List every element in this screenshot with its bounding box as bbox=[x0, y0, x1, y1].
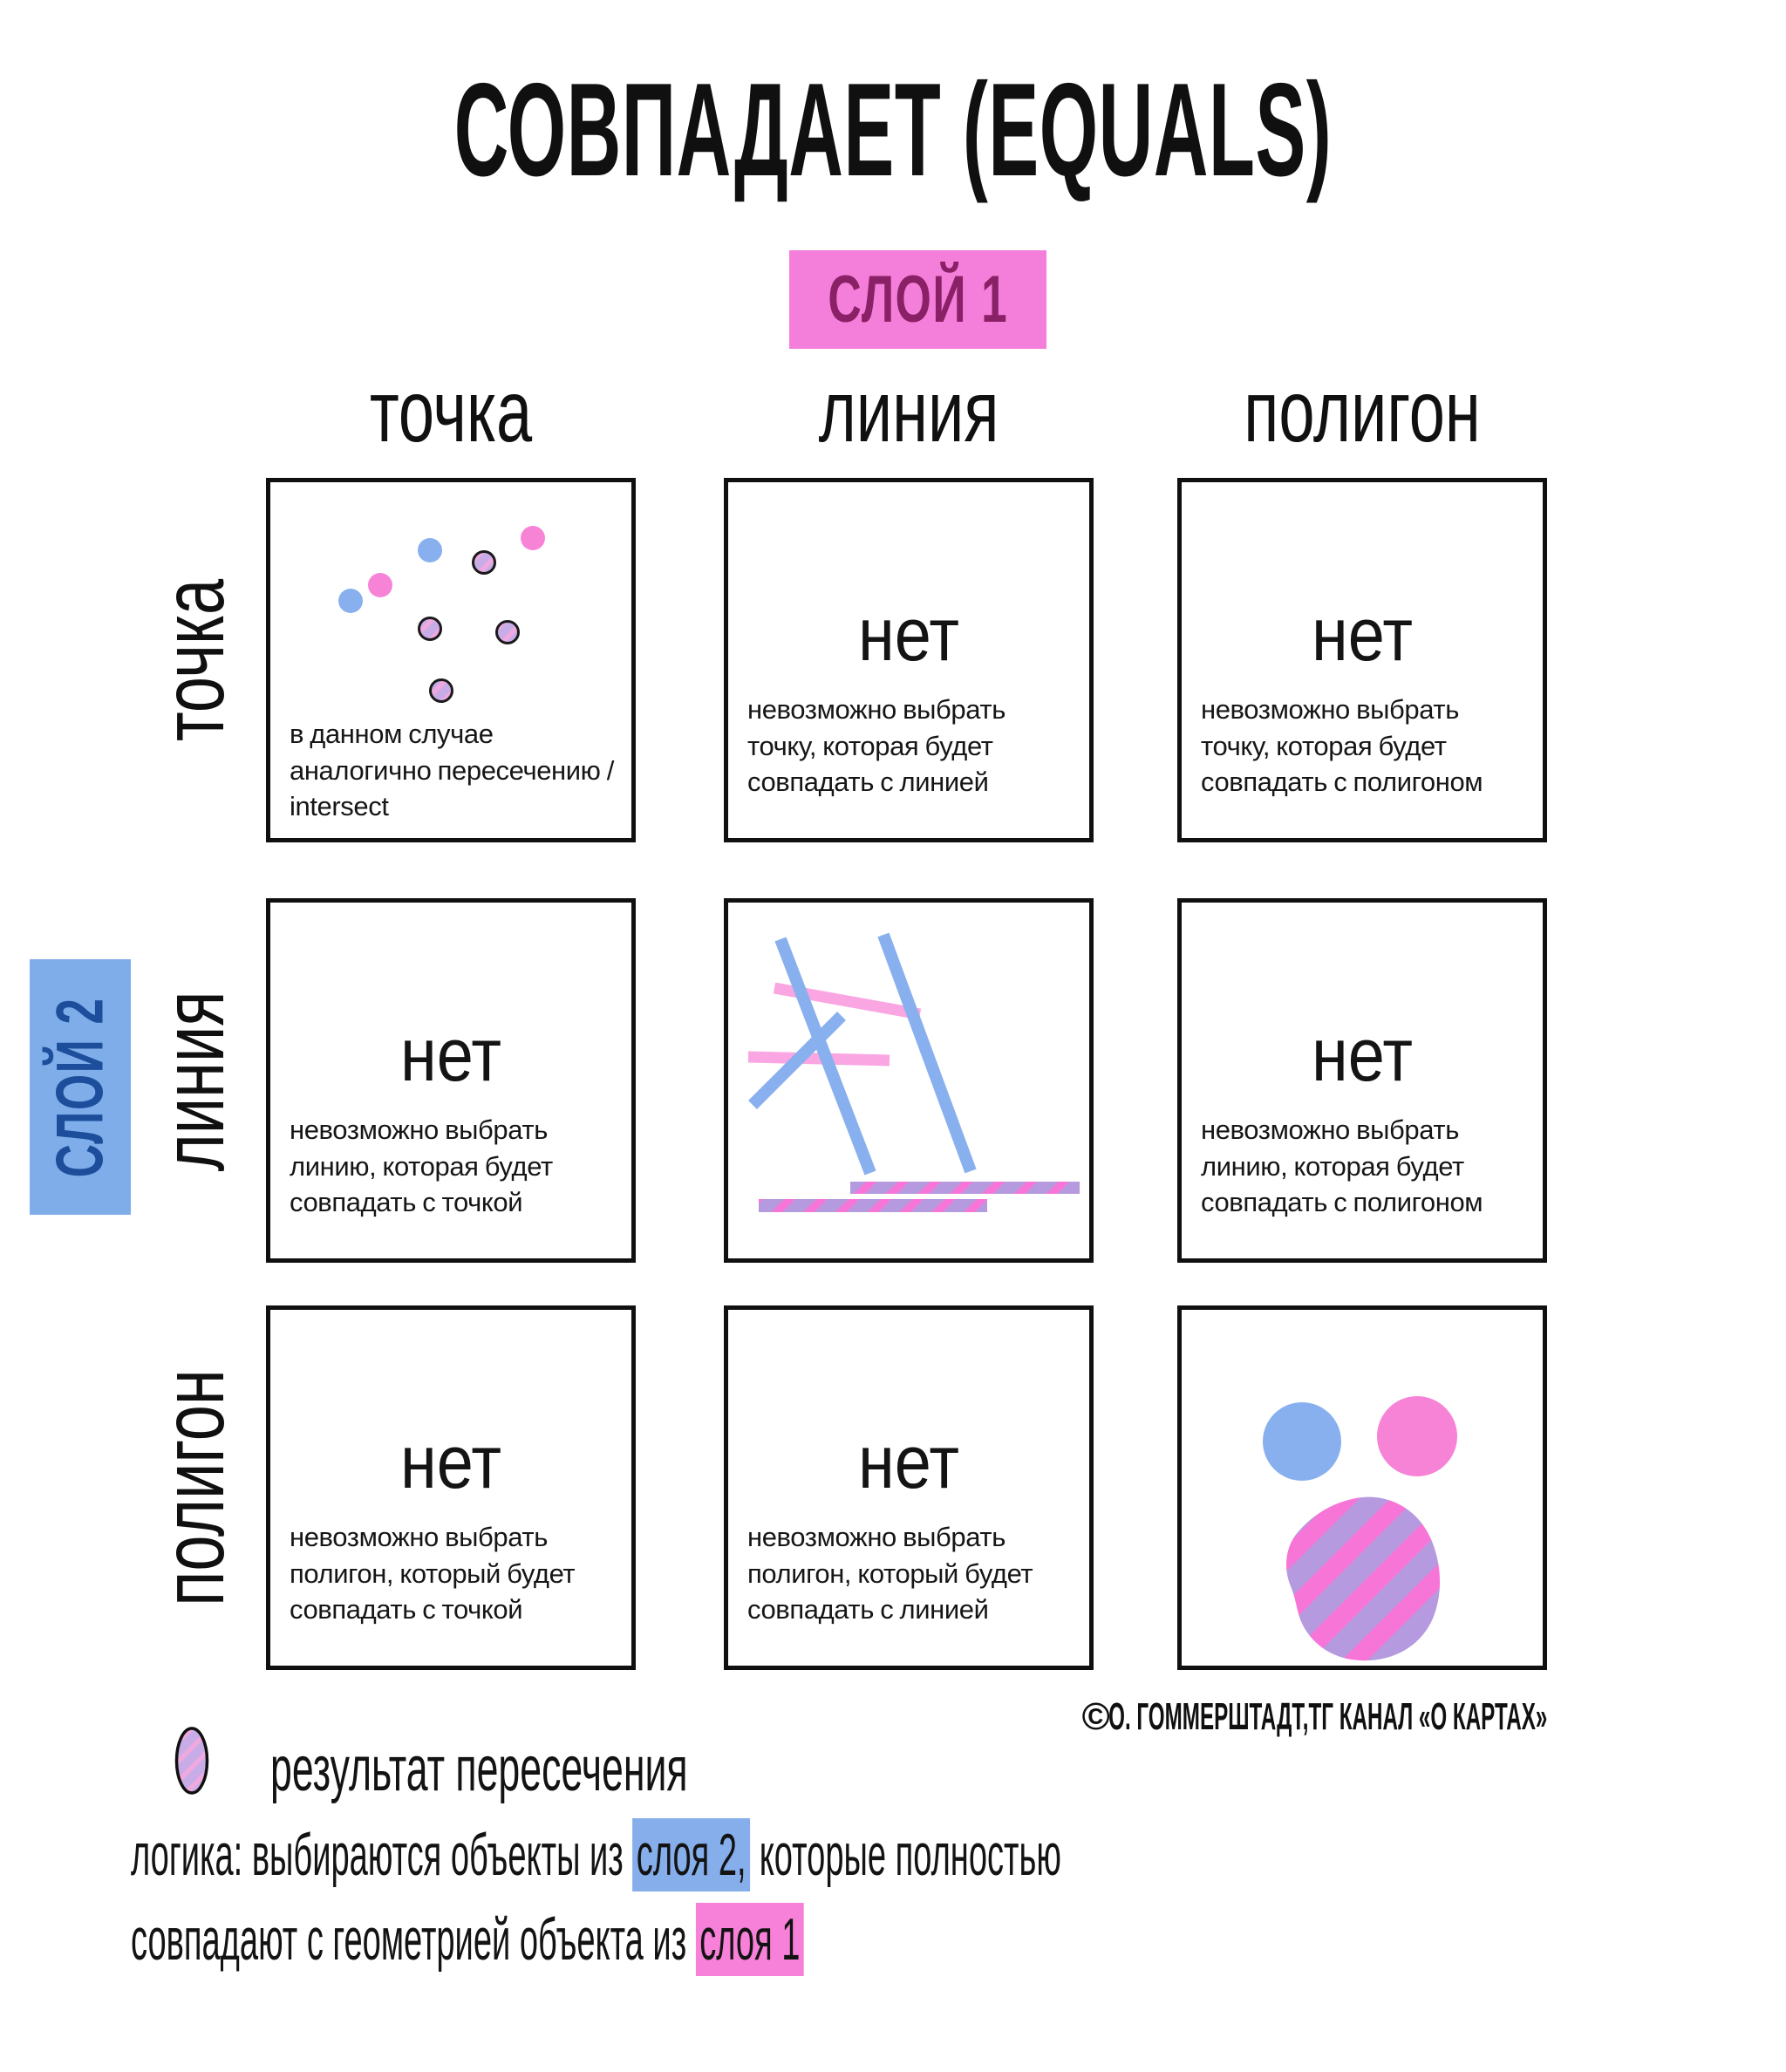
logic-text-line1: логика: выбираются объекты из слоя 2, ко… bbox=[131, 1818, 1061, 1891]
logic-text-line2: совпадают с геометрией объекта из слоя 1 bbox=[131, 1903, 804, 1976]
layer1-badge: СЛОЙ 1 bbox=[789, 250, 1046, 349]
cell-answer: нет bbox=[1311, 1013, 1414, 1097]
column-header-polygon: полигон bbox=[1244, 363, 1481, 460]
pink-point bbox=[368, 573, 392, 597]
cell-note: в данном случае аналогично пересечению /… bbox=[290, 719, 614, 821]
blue-point bbox=[418, 538, 442, 562]
blue-line bbox=[774, 937, 876, 1176]
cell-point-polygon: нет невозможно выбрать точку, которая бу… bbox=[1177, 478, 1547, 842]
blue-line bbox=[877, 932, 977, 1174]
layer2-highlight: слоя 2, bbox=[632, 1818, 751, 1891]
logic-prefix: логика: выбираются объекты из bbox=[131, 1822, 633, 1888]
result-point bbox=[429, 678, 453, 703]
points-graphic bbox=[338, 526, 545, 703]
legend-label: результат пересечения bbox=[270, 1735, 688, 1804]
layer1-highlight: слоя 1 bbox=[695, 1903, 804, 1976]
cell-point-line: нет невозможно выбрать точку, которая бу… bbox=[724, 478, 1094, 842]
pink-line bbox=[747, 1051, 890, 1067]
result-point bbox=[418, 617, 442, 641]
cell-polygon-polygon bbox=[1177, 1305, 1547, 1670]
cell-answer: нет bbox=[857, 593, 960, 677]
cell-note: невозможно выбрать полигон, который буде… bbox=[290, 1522, 576, 1625]
pink-point bbox=[521, 526, 545, 550]
logic-suffix: которые полностью bbox=[750, 1822, 1061, 1888]
lines-graphic bbox=[747, 932, 1080, 1212]
cell-note: невозможно выбрать линию, которая будет … bbox=[1201, 1114, 1483, 1217]
result-point bbox=[495, 620, 520, 644]
cell-answer: нет bbox=[399, 1421, 502, 1504]
cell-answer: нет bbox=[399, 1013, 502, 1097]
cell-note: невозможно выбрать точку, которая будет … bbox=[1201, 694, 1483, 797]
cell-answer: нет bbox=[857, 1421, 960, 1504]
cell-polygon-line: нет невозможно выбрать полигон, который … bbox=[724, 1305, 1094, 1670]
cell-line-point: нет невозможно выбрать линию, которая бу… bbox=[266, 898, 636, 1263]
layer2-badge: СЛОЙ 2 bbox=[30, 959, 131, 1215]
blue-polygon bbox=[1263, 1402, 1341, 1481]
credit-text: О. ГОММЕРШТАДТ,ТГ КАНАЛ «О КАРТАХ» bbox=[1108, 1695, 1547, 1738]
cell-note: невозможно выбрать точку, которая будет … bbox=[747, 694, 1005, 797]
cell-answer: нет bbox=[1311, 593, 1414, 677]
credit-line: ©О. ГОММЕРШТАДТ,ТГ КАНАЛ «О КАРТАХ» bbox=[1081, 1695, 1547, 1739]
layer2-badge-label: СЛОЙ 2 bbox=[43, 997, 118, 1177]
result-polygon bbox=[1285, 1496, 1441, 1661]
result-line bbox=[759, 1199, 987, 1212]
cell-note: невозможно выбрать линию, которая будет … bbox=[290, 1114, 553, 1217]
row-header-line: линия bbox=[145, 991, 242, 1172]
cell-line-polygon: нет невозможно выбрать линию, которая бу… bbox=[1177, 898, 1547, 1263]
column-header-line: линия bbox=[818, 363, 999, 460]
column-header-point: точка bbox=[369, 363, 533, 460]
cell-note: невозможно выбрать полигон, который буде… bbox=[747, 1522, 1033, 1625]
cell-polygon-point: нет невозможно выбрать полигон, который … bbox=[266, 1305, 636, 1670]
row-header-polygon: полигон bbox=[145, 1369, 242, 1606]
result-point bbox=[472, 550, 496, 575]
result-line bbox=[850, 1182, 1080, 1194]
blue-point bbox=[338, 589, 363, 613]
logic-prefix: совпадают с геометрией объекта из bbox=[131, 1906, 696, 1973]
polygons-graphic bbox=[1263, 1396, 1457, 1661]
cell-point-point: в данном случае аналогично пересечению /… bbox=[266, 478, 636, 842]
page-title: СОВПАДАЕТ (EQUALS) bbox=[453, 56, 1333, 204]
copyright-icon: © bbox=[1081, 1695, 1110, 1738]
cell-line-line bbox=[724, 898, 1094, 1263]
layer1-badge-label: СЛОЙ 1 bbox=[828, 262, 1008, 337]
result-swatch bbox=[174, 1727, 209, 1795]
row-header-point: точка bbox=[145, 578, 242, 742]
pink-polygon bbox=[1377, 1396, 1457, 1476]
blue-line bbox=[748, 1012, 846, 1109]
